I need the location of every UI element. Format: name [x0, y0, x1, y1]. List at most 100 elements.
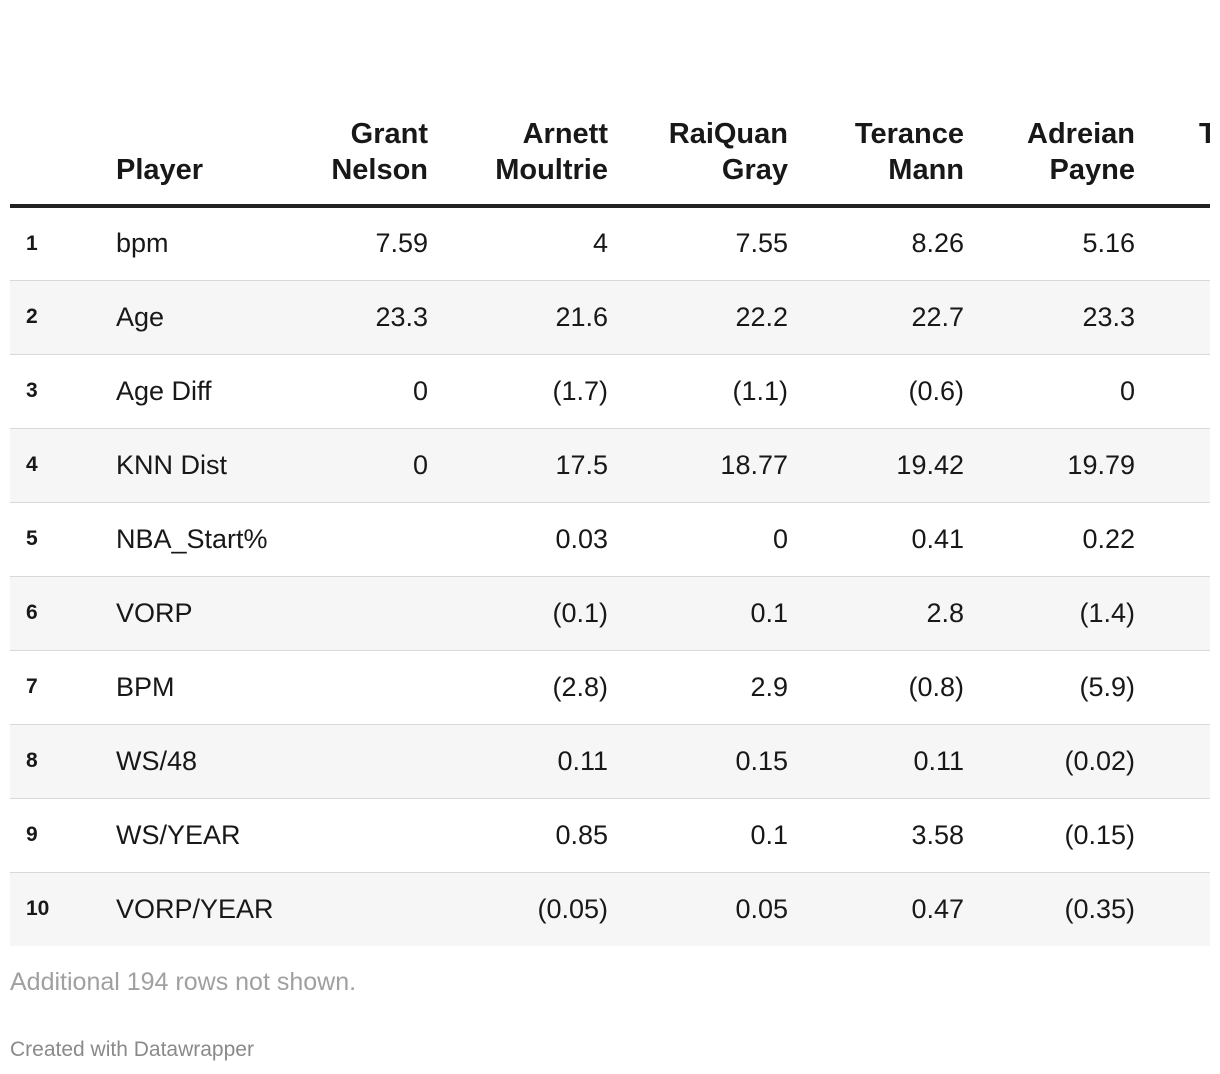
table-row: 4 KNN Dist 0 17.5 18.77 19.42 19.79	[10, 428, 1210, 502]
header-line-2: Player	[116, 154, 204, 186]
header-player[interactable]: Player	[100, 100, 290, 206]
header-line-1: Arnett	[522, 118, 608, 150]
header-player-col-3[interactable]: RaiQuan Gray	[608, 100, 788, 206]
data-cell: 19.79	[1067, 449, 1135, 480]
data-cell	[290, 650, 428, 724]
data-cell: 0.03	[555, 523, 608, 554]
data-cell: (5.9)	[1079, 671, 1135, 702]
data-cell-clipped	[1135, 724, 1210, 798]
data-cell: 0	[772, 523, 788, 554]
data-cell: (0.02)	[1064, 745, 1135, 776]
header-player-col-5[interactable]: Adreian Payne	[964, 100, 1135, 206]
data-cell: 23.3	[1082, 301, 1135, 332]
table-row: 2 Age 23.3 21.6 22.2 22.7 23.3	[10, 280, 1210, 354]
table-header: Player Grant Nelson Arnett Moultrie RaiQuan Gr…	[10, 100, 1210, 206]
data-cell-clipped	[1135, 872, 1210, 946]
row-rank: 9	[26, 823, 38, 846]
header-player-col-1[interactable]: Grant Nelson	[290, 100, 428, 206]
data-cell: (0.1)	[552, 597, 608, 628]
data-cell: 0.85	[555, 819, 608, 850]
data-cell: 4	[592, 228, 608, 259]
data-cell: 0.15	[735, 745, 788, 776]
header-line-2: Moultrie	[495, 154, 608, 186]
row-stat-label: WS/48	[116, 745, 198, 776]
header-line-1: T	[1199, 118, 1210, 150]
table-notes: Additional 194 rows not shown.	[10, 968, 357, 996]
header-line-1: Adreian	[1027, 118, 1135, 150]
data-cell: (0.6)	[908, 375, 964, 406]
data-cell-clipped	[1135, 206, 1210, 280]
row-stat-label: KNN Dist	[116, 449, 228, 480]
data-cell: 21.6	[555, 301, 608, 332]
row-stat-label: NBA_Start%	[116, 523, 268, 554]
table-row: 9 WS/YEAR 0.85 0.1 3.58 (0.15)	[10, 798, 1210, 872]
data-cell: 0.05	[735, 893, 788, 924]
data-cell: 22.2	[735, 301, 788, 332]
row-rank: 4	[26, 453, 38, 476]
data-cell: 7.55	[735, 228, 788, 259]
data-cell: 2.8	[926, 597, 964, 628]
row-stat-label: Age	[116, 301, 165, 332]
data-cell: (0.8)	[908, 671, 964, 702]
data-cell: 0.41	[911, 523, 964, 554]
data-cell-clipped	[1135, 280, 1210, 354]
table-row: 7 BPM (2.8) 2.9 (0.8) (5.9)	[10, 650, 1210, 724]
data-table-container: Player Grant Nelson Arnett Moultrie RaiQuan Gr…	[10, 100, 1210, 946]
table-row: 3 Age Diff 0 (1.7) (1.1) (0.6) 0	[10, 354, 1210, 428]
data-cell-clipped	[1135, 354, 1210, 428]
data-cell: 3.58	[911, 819, 964, 850]
row-rank: 10	[26, 897, 50, 921]
data-cell: (2.8)	[552, 671, 608, 702]
row-rank: 7	[26, 675, 38, 698]
table-row: 1 bpm 7.59 4 7.55 8.26 5.16	[10, 206, 1210, 280]
header-line-2: Payne	[1049, 154, 1135, 186]
header-line-1: Grant	[350, 118, 428, 150]
row-rank: 1	[26, 231, 38, 255]
data-cell-clipped	[1135, 650, 1210, 724]
header-line-1: RaiQuan	[668, 118, 788, 150]
data-cell	[290, 798, 428, 872]
table-row: 6 VORP (0.1) 0.1 2.8 (1.4)	[10, 576, 1210, 650]
data-cell: (1.7)	[552, 375, 608, 406]
data-table: Player Grant Nelson Arnett Moultrie RaiQuan Gr…	[10, 100, 1210, 946]
header-rank	[10, 100, 100, 206]
data-cell	[290, 502, 428, 576]
row-stat-label: WS/YEAR	[116, 819, 241, 850]
header-line-2: Gray	[721, 154, 788, 186]
row-stat-label: BPM	[116, 671, 175, 702]
table-row: 10 VORP/YEAR (0.05) 0.05 0.47 (0.35)	[10, 872, 1210, 946]
data-cell: 0.1	[750, 597, 788, 628]
data-cell: (0.05)	[537, 893, 608, 924]
data-cell	[290, 576, 428, 650]
data-cell: 0	[1119, 375, 1135, 406]
data-cell	[290, 724, 428, 798]
row-rank: 8	[26, 749, 38, 772]
data-cell: 0.47	[911, 893, 964, 924]
data-cell: 0	[412, 449, 428, 480]
data-cell-clipped	[1135, 576, 1210, 650]
header-line-2: Nelson	[331, 154, 428, 186]
data-cell: (0.35)	[1064, 893, 1135, 924]
data-cell-clipped	[1135, 428, 1210, 502]
row-rank: 5	[26, 527, 38, 550]
row-rank: 6	[26, 601, 38, 624]
row-rank: 2	[26, 305, 38, 328]
header-player-col-2[interactable]: Arnett Moultrie	[428, 100, 608, 206]
data-cell: (0.15)	[1064, 819, 1135, 850]
data-cell: 0.1	[750, 819, 788, 850]
data-cell: 17.5	[555, 449, 608, 480]
table-row: 5 NBA_Start% 0.03 0 0.41 0.22	[10, 502, 1210, 576]
data-cell	[290, 872, 428, 946]
data-cell: 23.3	[375, 301, 428, 332]
row-stat-label: Age Diff	[116, 375, 212, 406]
data-cell: 0	[412, 375, 428, 406]
data-cell: 0.11	[557, 745, 608, 776]
row-stat-label: bpm	[116, 228, 169, 259]
header-player-col-4[interactable]: Terance Mann	[788, 100, 964, 206]
data-cell: 2.9	[750, 671, 788, 702]
header-line-2: Mann	[888, 154, 964, 186]
data-cell: (1.4)	[1079, 597, 1135, 628]
header-player-col-6[interactable]: T	[1135, 100, 1210, 206]
data-cell: 8.26	[911, 228, 964, 259]
header-line-1: Terance	[854, 118, 964, 150]
